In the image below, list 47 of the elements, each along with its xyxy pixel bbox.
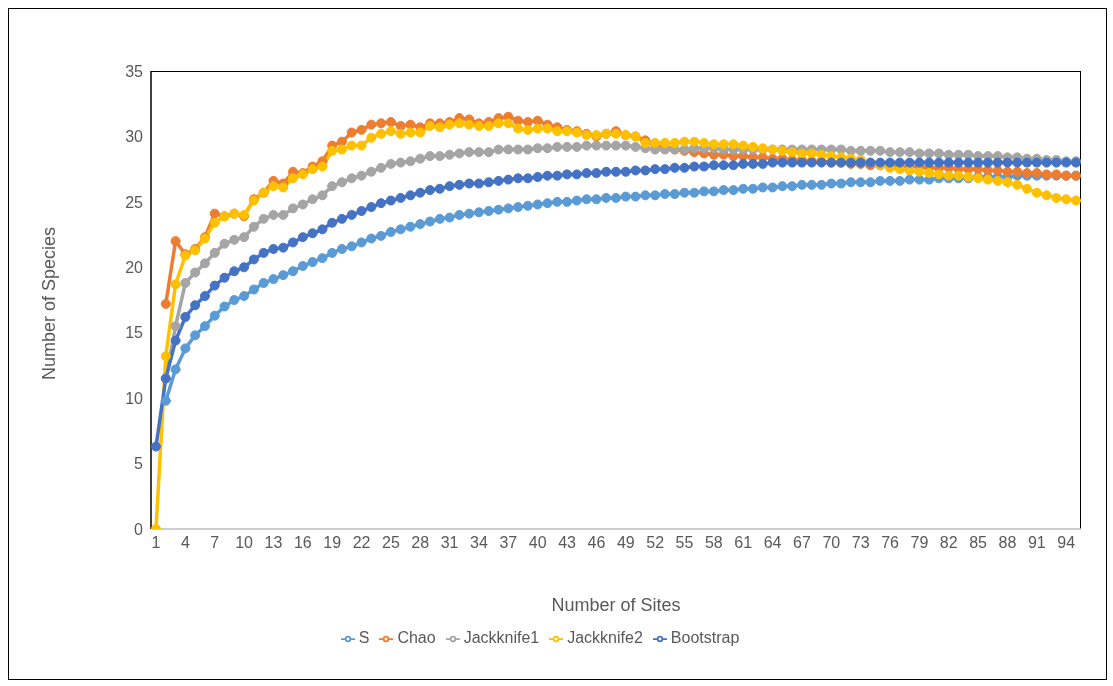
x-tick-label: 4 [180,534,190,552]
x-tick-label: 10 [235,534,254,552]
y-tick-label: 20 [125,258,144,276]
x-tick-label: 64 [763,534,782,552]
x-tick-label: 94 [1057,534,1076,552]
legend-label: Chao [397,629,436,646]
x-tick-label: 82 [939,534,958,552]
x-tick-label: 67 [793,534,811,552]
x-tick-label: 91 [1027,534,1046,552]
x-tick-label: 55 [675,534,694,552]
x-tick-label: 22 [352,534,371,552]
x-axis-title: Number of Sites [551,595,681,615]
x-tick-label: 1 [151,534,161,552]
x-tick-label: 76 [881,534,900,552]
x-tick-label: 16 [293,534,312,552]
x-tick-label: 31 [440,534,459,552]
x-tick-label: 43 [558,534,577,552]
y-tick-label: 10 [125,389,144,407]
y-tick-label: 0 [134,520,144,538]
x-tick-label: 49 [616,534,635,552]
x-tick-label: 40 [528,534,547,552]
x-tick-label: 46 [587,534,606,552]
x-tick-label: 79 [910,534,929,552]
y-tick-label: 35 [125,62,144,80]
x-tick-label: 28 [411,534,430,552]
y-tick-label: 25 [125,193,144,211]
x-tick-label: 58 [704,534,723,552]
legend-label: Bootstrap [670,629,740,646]
x-tick-label: 73 [851,534,870,552]
x-tick-label: 61 [734,534,753,552]
x-tick-label: 37 [499,534,518,552]
x-tick-label: 52 [646,534,665,552]
legend-label: Jackknife1 [463,629,540,646]
y-tick-label: 30 [125,128,144,146]
y-tick-label: 5 [134,455,144,473]
x-tick-label: 25 [382,534,400,552]
x-tick-label: 34 [470,534,488,552]
legend-label: Jackknife2 [567,629,643,646]
legend-label: S [358,629,370,646]
x-tick-label: 19 [323,534,342,552]
x-tick-label: 70 [822,534,841,552]
y-axis-title: Number of Species [39,226,60,380]
x-tick-label: 13 [264,534,283,552]
x-tick-label: 88 [998,534,1017,552]
y-tick-label: 15 [125,324,144,342]
x-tick-label: 7 [210,534,220,552]
x-tick-label: 85 [969,534,988,552]
